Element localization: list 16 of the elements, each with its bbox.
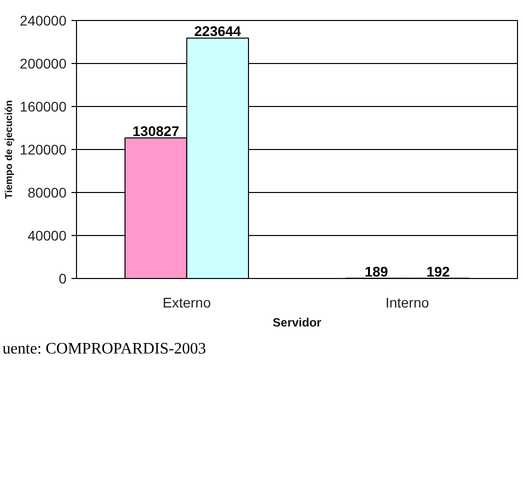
data-label: 223644	[194, 23, 242, 40]
text: uente: COMPROPARDIS-2003	[2, 340, 206, 358]
data-label: 189	[364, 263, 388, 280]
y-tick-label: 40000	[28, 228, 67, 244]
y-axis-title: Tiempo de ejecución	[4, 100, 15, 199]
y-tick-label: 200000	[20, 56, 67, 72]
y-tick-label: 240000	[20, 12, 67, 28]
data-label: 130827	[132, 122, 180, 139]
y-tick-label: 160000	[20, 98, 67, 114]
y-tick-label: 0	[58, 270, 67, 286]
y-tick-label: 120000	[20, 142, 67, 158]
x-tick-label: Externo	[162, 294, 212, 310]
data-label: 192	[426, 263, 450, 280]
x-tick-label: Interno	[385, 294, 430, 310]
y-tick-label: 80000	[28, 184, 67, 200]
x-axis-title: Servidor	[272, 316, 322, 330]
